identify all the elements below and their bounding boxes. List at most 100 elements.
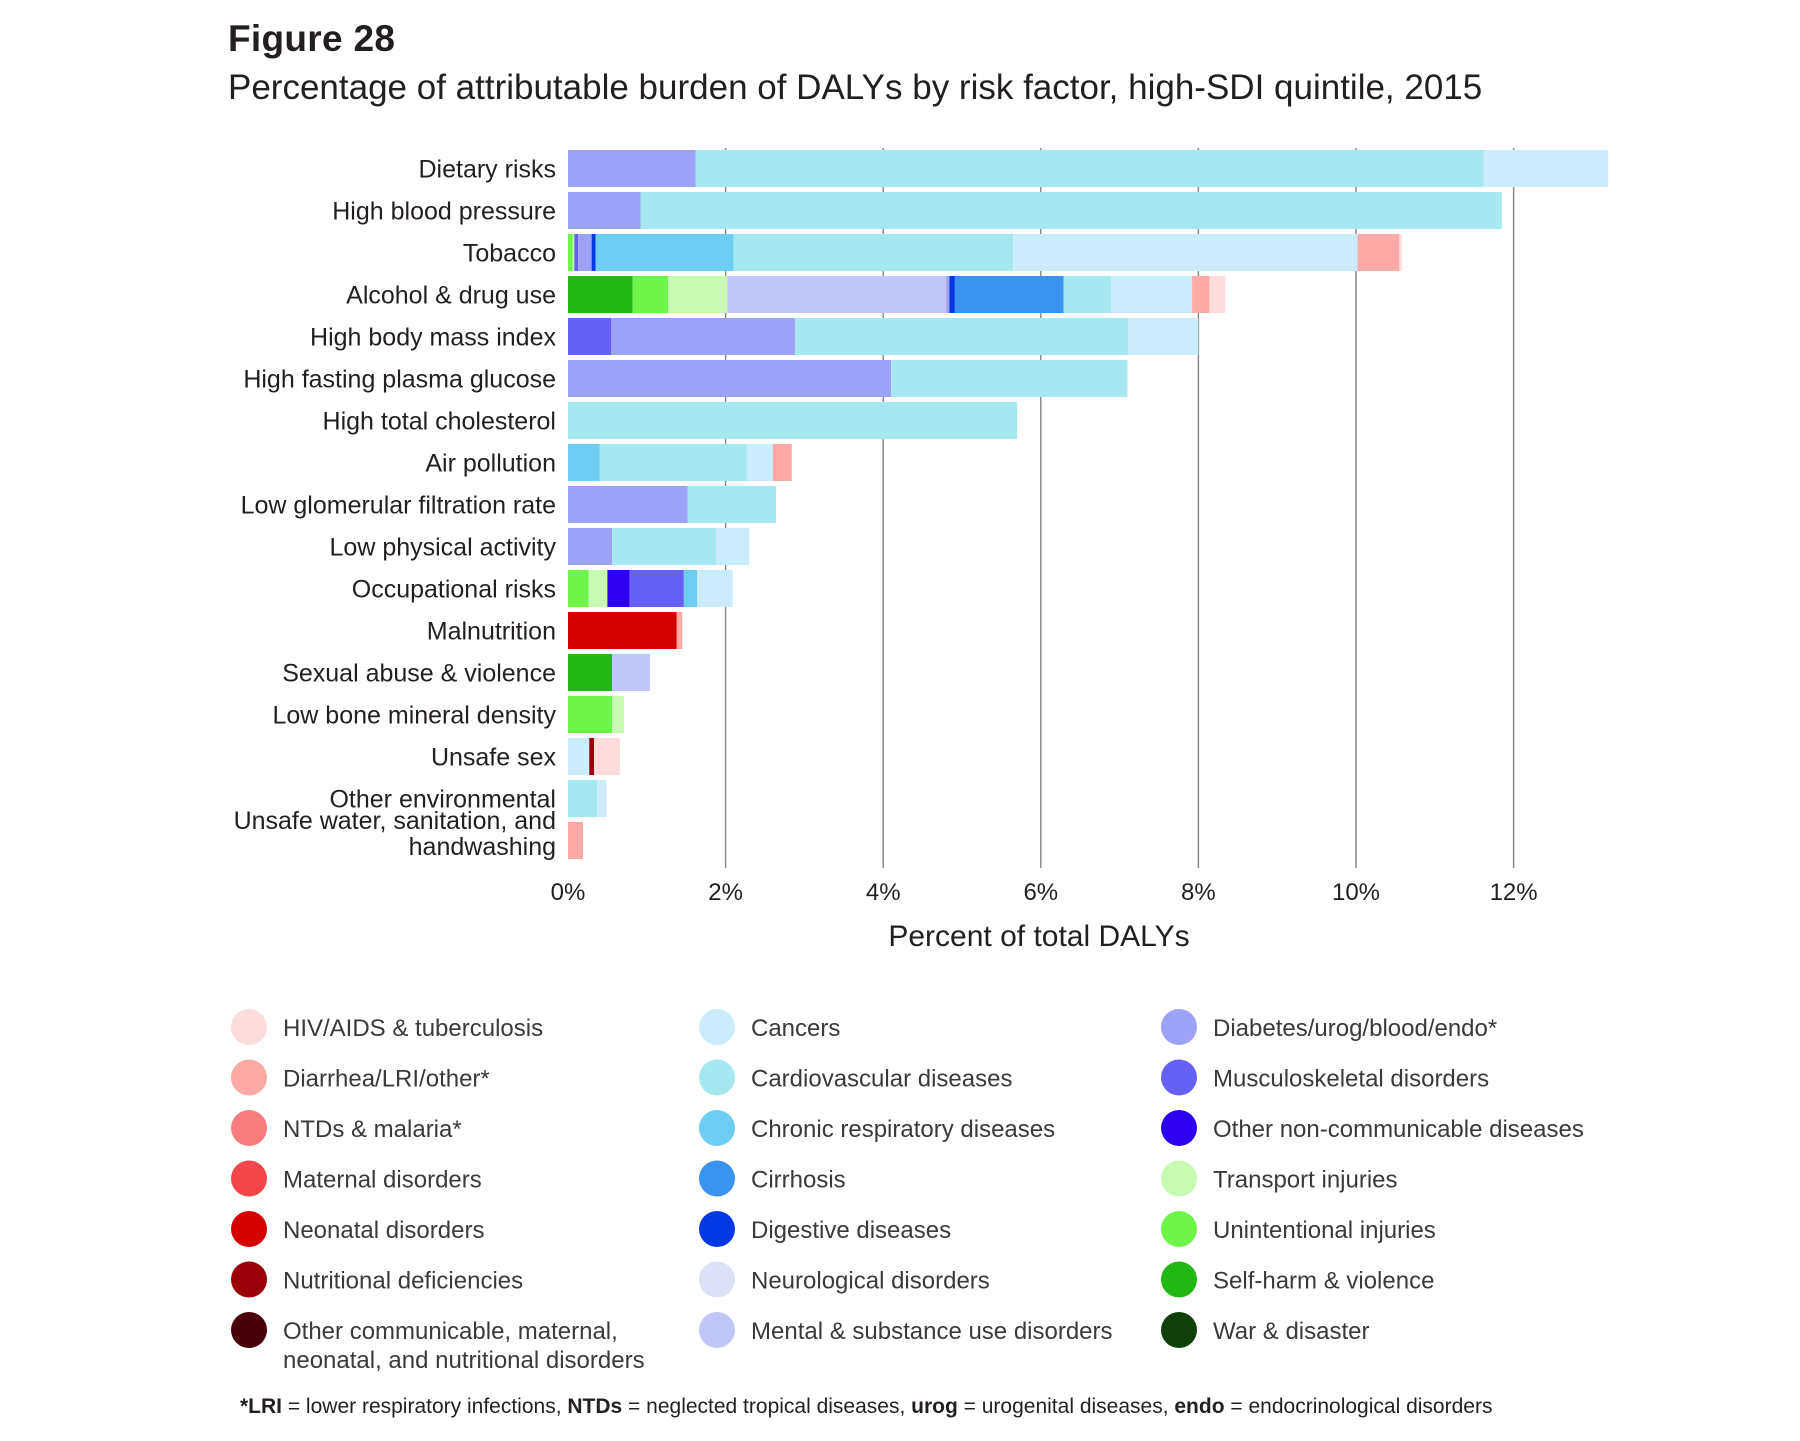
legend-label-3: Maternal disorders [283,1167,482,1194]
bar-segment-7-2 [746,444,773,481]
bar-segment-0-2 [1483,150,1609,187]
legend-label-line-6-0: Other communicable, maternal, [283,1318,618,1345]
bar-segment-15-0 [568,780,598,817]
bars [568,150,1609,859]
bar-segment-7-3 [772,444,792,481]
bar-row-1 [568,192,1502,229]
category-label-6: High total cholesterol [323,408,556,436]
bar-segment-3-10 [1209,276,1226,313]
bar-row-15 [568,780,607,817]
bar-row-13 [568,696,624,733]
bar-segment-5-1 [891,360,1128,397]
legend-label-line-19-0: Self-harm & violence [1213,1268,1434,1295]
x-tick-label-1: 2% [708,879,743,906]
legend-label-line-2-0: NTDs & malaria* [283,1116,462,1143]
bar-segment-11-0 [568,612,677,649]
bar-segment-6-0 [568,402,1018,439]
category-label-0: Dietary risks [418,156,556,184]
category-label-16: Unsafe water, sanitation, and handwashing [234,807,556,861]
footnote-part-6: endo [1174,1395,1225,1418]
legend-label-line-9-0: Chronic respiratory diseases [751,1116,1055,1143]
category-label-line-16-0: Unsafe water, sanitation, and [234,807,556,835]
category-label-9: Low physical activity [330,534,557,562]
bar-segment-10-2 [607,570,630,607]
bar-segment-3-6 [954,276,1064,313]
bar-row-0 [568,150,1609,187]
bar-segment-14-2 [594,738,621,775]
bar-segment-10-4 [683,570,698,607]
bar-segment-13-0 [568,696,613,733]
legend-swatch-18 [1161,1211,1197,1247]
legend-label-2: NTDs & malaria* [283,1116,462,1143]
bar-segment-14-0 [568,738,590,775]
legend-swatch-10 [699,1160,735,1197]
legend-label-20: War & disaster [1213,1318,1369,1345]
bar-segment-15-1 [597,780,607,817]
footnote: *LRI = lower respiratory infections, NTD… [240,1395,1492,1419]
legend-label-14: Diabetes/urog/blood/endo* [1213,1015,1497,1042]
bar-row-16 [568,822,583,859]
bar-row-7 [568,444,792,481]
bar-row-10 [568,570,733,607]
bar-segment-4-0 [568,318,612,355]
footnote-part-7: = endocrinological disorders [1224,1395,1493,1418]
bar-row-12 [568,654,650,691]
bar-segment-2-4 [591,234,596,271]
legend-swatch-20 [1161,1312,1197,1348]
legend-label-line-7-0: Cancers [751,1015,840,1042]
legend-label-line-0-0: HIV/AIDS & tuberculosis [283,1015,543,1042]
bar-segment-2-3 [578,234,592,271]
legend-swatch-11 [699,1211,735,1247]
legend-swatch-14 [1161,1009,1197,1045]
footnote-part-2: NTDs [567,1395,623,1418]
bar-segment-7-0 [568,444,600,481]
footnote-part-3: = neglected tropical diseases, [622,1395,912,1418]
legend-label-7: Cancers [751,1015,840,1042]
bar-segment-2-2 [574,234,579,271]
x-tick-label-6: 12% [1490,879,1538,906]
x-tick-label-5: 10% [1332,879,1380,906]
legend-label-line-8-0: Cardiovascular diseases [751,1066,1012,1093]
legend-swatch-1 [231,1059,267,1096]
bar-segment-4-2 [794,318,1129,355]
legend-label-line-13-0: Mental & substance use disorders [751,1318,1113,1345]
legend-label-11: Digestive diseases [751,1217,951,1244]
legend-label-line-10-0: Cirrhosis [751,1167,846,1194]
legend-label-10: Cirrhosis [751,1167,846,1194]
category-label-5: High fasting plasma glucose [243,366,556,394]
bar-segment-12-0 [568,654,613,691]
footnote-part-0: *LRI [240,1395,282,1418]
bar-segment-10-3 [629,570,684,607]
legend-label-18: Unintentional injuries [1213,1217,1436,1244]
legend-label-4: Neonatal disorders [283,1217,484,1244]
bar-segment-4-3 [1128,318,1199,355]
bar-segment-8-0 [568,486,688,523]
legend-label-1: Diarrhea/LRI/other* [283,1066,490,1093]
legend-label-line-17-0: Transport injuries [1213,1167,1398,1194]
bar-segment-3-2 [668,276,728,313]
legend-label-line-6-1: neonatal, and nutritional disorders [283,1347,645,1374]
category-label-12: Sexual abuse & violence [282,660,556,688]
bar-segment-0-0 [568,150,696,187]
legend-swatch-7 [699,1009,735,1045]
bar-row-5 [568,360,1128,397]
legend-swatch-12 [699,1261,735,1298]
x-tick-label-4: 8% [1181,879,1216,906]
category-label-13: Low bone mineral density [273,702,557,730]
bar-segment-0-1 [695,150,1484,187]
figure-title: Percentage of attributable burden of DAL… [228,68,1483,107]
legend-swatch-17 [1161,1160,1197,1197]
legend-label-line-12-0: Neurological disorders [751,1268,990,1295]
bar-row-9 [568,528,750,565]
bar-segment-3-5 [949,276,955,313]
legend-swatch-2 [231,1110,267,1146]
x-tick-label-2: 4% [866,879,901,906]
x-tick-label-0: 0% [551,879,586,906]
bar-segment-3-9 [1192,276,1210,313]
bar-segment-5-0 [568,360,892,397]
legend-label-0: HIV/AIDS & tuberculosis [283,1015,543,1042]
bar-segment-2-9 [1399,234,1402,271]
legend-label-line-4-0: Neonatal disorders [283,1217,484,1244]
footnote-part-5: = urogenital diseases, [957,1395,1175,1418]
